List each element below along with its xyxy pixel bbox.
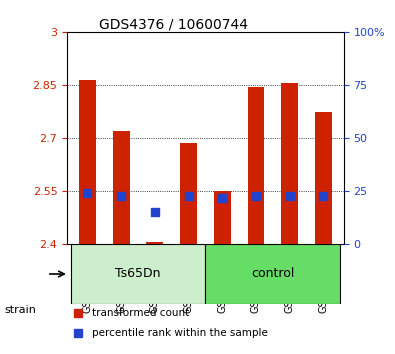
Bar: [180, 143, 197, 244]
Text: strain: strain: [4, 305, 36, 315]
Bar: [214, 191, 231, 244]
Text: Ts65Dn: Ts65Dn: [115, 268, 161, 280]
Bar: [281, 83, 298, 244]
Bar: [147, 242, 163, 244]
Text: control: control: [251, 268, 295, 280]
Text: percentile rank within the sample: percentile rank within the sample: [92, 327, 268, 338]
Bar: [113, 131, 130, 244]
Text: transformed count: transformed count: [92, 308, 189, 318]
Bar: [79, 80, 96, 244]
Bar: [71, 244, 205, 304]
Text: GDS4376 / 10600744: GDS4376 / 10600744: [99, 18, 248, 32]
Bar: [205, 244, 340, 304]
Bar: [248, 87, 264, 244]
Bar: [315, 112, 332, 244]
